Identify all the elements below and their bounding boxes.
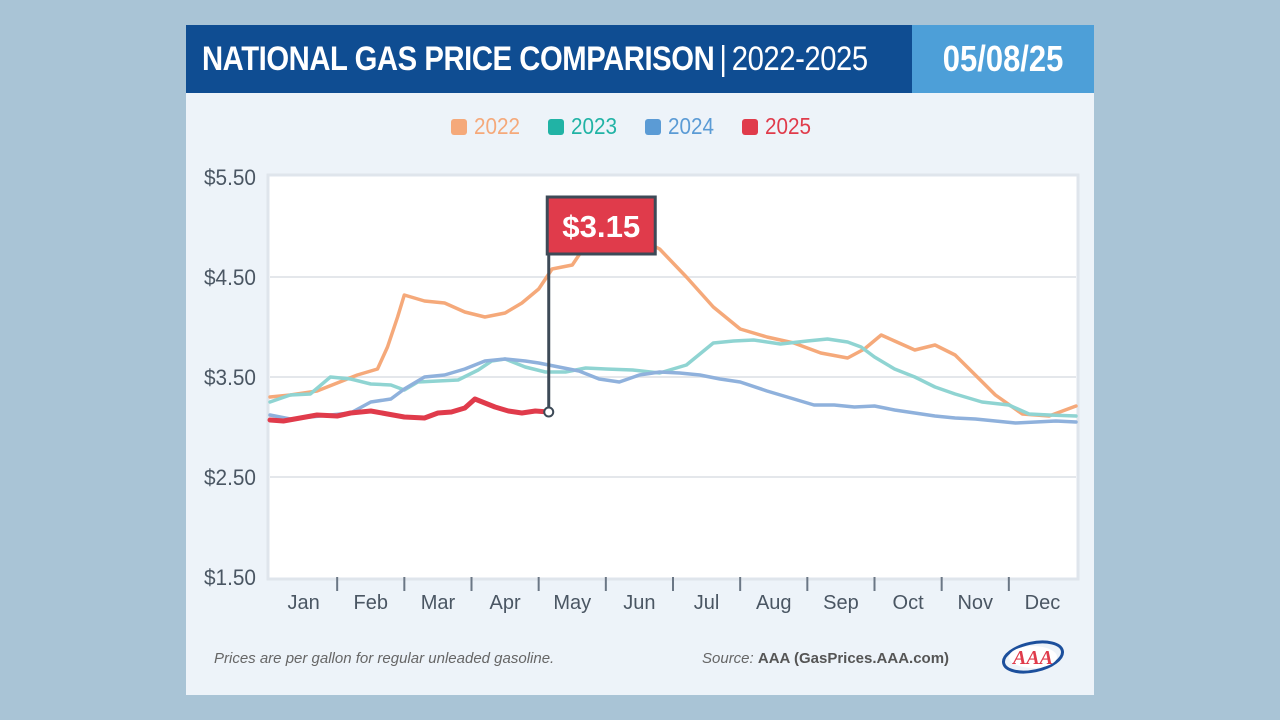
- x-tick-label: May: [553, 592, 591, 614]
- y-tick-label: $4.50: [204, 265, 256, 290]
- source-label: Source:: [702, 650, 754, 667]
- series-line-2025: [267, 396, 552, 424]
- annotation-point: [543, 406, 555, 418]
- logo-text: AAA: [1011, 647, 1053, 669]
- x-tick-label: Mar: [421, 592, 456, 614]
- legend-label-2025: 2025: [765, 113, 811, 139]
- x-tick-label: Apr: [490, 592, 521, 614]
- date-badge: 05/08/25: [912, 25, 1094, 93]
- series-line-2024: [268, 357, 1078, 425]
- date-text: 05/08/25: [942, 38, 1064, 79]
- y-tick-label: $1.50: [204, 565, 256, 590]
- x-tick-label: Feb: [354, 592, 388, 614]
- chart-card: NATIONAL GAS PRICE COMPARISON | 2022-2025 …: [186, 25, 1094, 695]
- title-main: NATIONAL GAS PRICE COMPARISON: [202, 40, 715, 78]
- x-tick-label: Aug: [756, 592, 792, 614]
- chart-title: NATIONAL GAS PRICE COMPARISON | 2022-2025: [202, 25, 868, 93]
- source-note: Source: AAA (GasPrices.AAA.com): [702, 650, 949, 667]
- x-tick-label: Dec: [1025, 592, 1061, 614]
- x-tick-label: Jan: [287, 592, 319, 614]
- y-tick-label: $2.50: [204, 465, 256, 490]
- x-tick-label: Oct: [893, 592, 925, 614]
- legend-swatch-2024: [645, 119, 661, 135]
- y-tick-label: $3.50: [204, 365, 256, 390]
- x-tick-label: Sep: [823, 592, 859, 614]
- legend-swatch-2025: [742, 119, 758, 135]
- series-line-2023: [268, 337, 1078, 418]
- legend-label-2022: 2022: [474, 113, 520, 139]
- title-range: 2022-2025: [731, 40, 868, 78]
- annotation-label: $3.15: [562, 209, 640, 244]
- x-tick-label: Nov: [957, 592, 993, 614]
- y-tick-label: $5.50: [204, 165, 256, 190]
- source-value: AAA (GasPrices.AAA.com): [757, 650, 950, 667]
- title-separator: |: [719, 40, 727, 78]
- legend-label-2023: 2023: [571, 113, 617, 139]
- legend-label-2024: 2024: [668, 113, 714, 139]
- legend-swatch-2023: [548, 119, 564, 135]
- header-bar: NATIONAL GAS PRICE COMPARISON | 2022-2025 …: [186, 25, 1094, 93]
- footnote: Prices are per gallon for regular unlead…: [214, 650, 555, 667]
- line-chart: $1.50 $2.50 $3.50 $4.50 $5.50 Jan Feb Mar Apr May…: [204, 113, 1080, 614]
- legend-swatch-2022: [451, 119, 467, 135]
- annotation-flag: [545, 195, 657, 256]
- x-tick-label: Jul: [694, 592, 720, 614]
- x-tick-label: Jun: [623, 592, 655, 614]
- aaa-logo-icon: AAA: [1002, 640, 1064, 674]
